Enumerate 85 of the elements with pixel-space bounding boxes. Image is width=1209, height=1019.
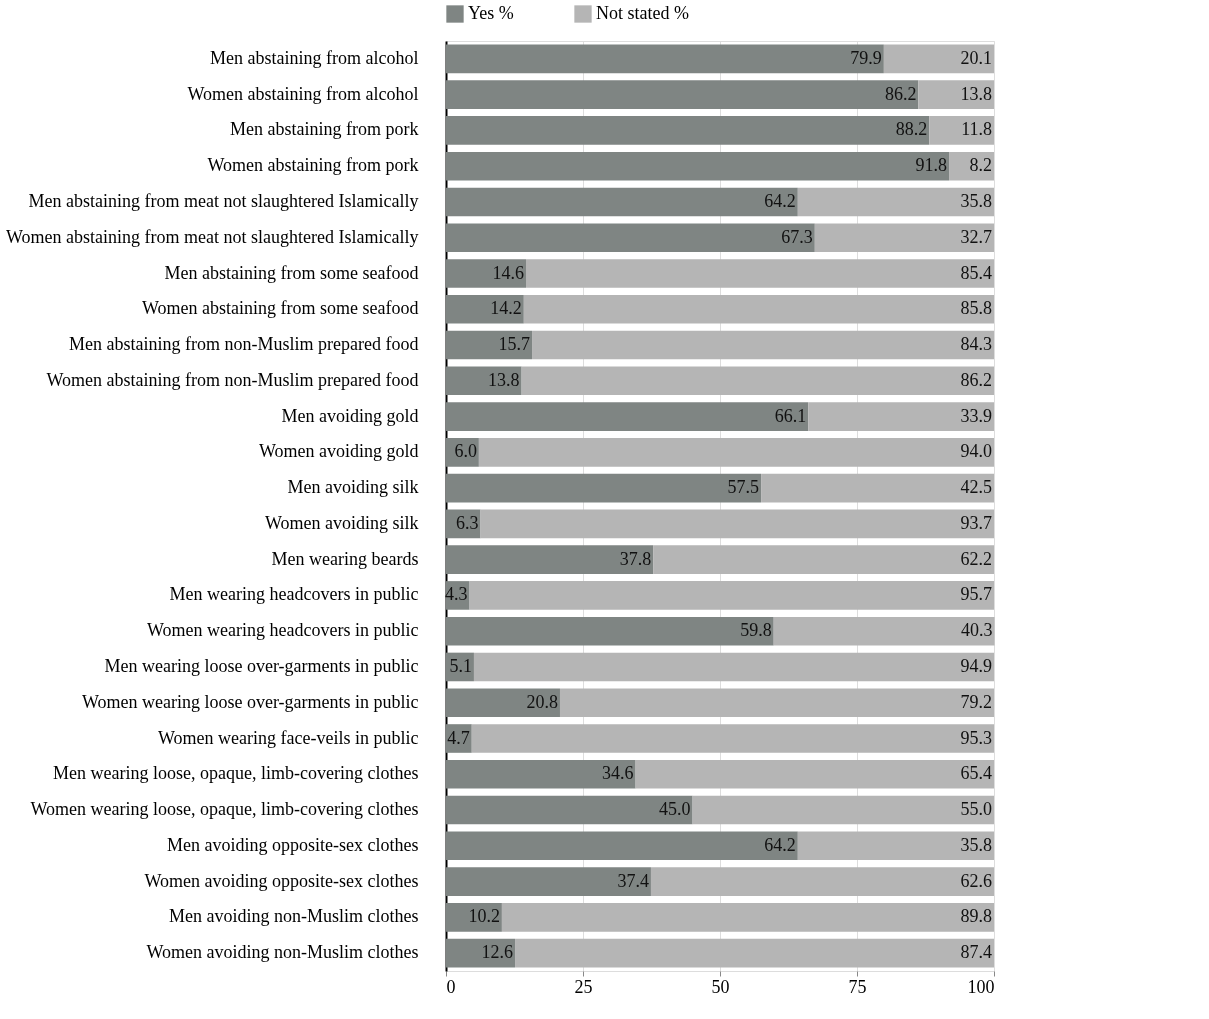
y-tick-label: Men wearing beards — [271, 548, 419, 569]
x-tick-label: 25 — [574, 976, 593, 997]
y-tick-label: Men wearing headcovers in public — [169, 584, 419, 605]
data-label: 6.0 — [454, 441, 477, 462]
data-label: 95.7 — [960, 584, 992, 605]
y-tick-label: Women abstaining from meat not slaughtered Islamically — [6, 226, 419, 247]
y-tick-label: Men wearing loose, opaque, limb-covering clothes — [53, 763, 419, 784]
data-label: 85.8 — [960, 298, 992, 319]
data-label: 12.6 — [481, 942, 514, 963]
data-label: 84.3 — [960, 334, 992, 355]
y-tick-label: Men avoiding gold — [281, 405, 419, 426]
data-label: 64.2 — [764, 190, 796, 211]
data-label: 57.5 — [727, 477, 760, 498]
data-label: 94.9 — [960, 655, 992, 676]
data-label: 15.7 — [498, 334, 531, 355]
y-tick-label: Women avoiding opposite-sex clothes — [144, 870, 419, 891]
y-tick-label: Women abstaining from non-Muslim prepared food — [46, 369, 419, 390]
y-tick-label: Men abstaining from alcohol — [210, 47, 419, 68]
data-label: 6.3 — [456, 512, 479, 533]
data-label: 13.8 — [488, 369, 520, 390]
y-tick-label: Men abstaining from non-Muslim prepared food — [69, 334, 419, 355]
y-tick-label: Women wearing face-veils in public — [158, 727, 419, 748]
data-label: 14.2 — [490, 298, 522, 319]
y-tick-label: Men avoiding non-Muslim clothes — [169, 906, 419, 927]
data-label: 40.3 — [961, 620, 993, 641]
data-label: 87.4 — [960, 942, 992, 963]
data-label: 11.8 — [961, 119, 992, 140]
data-label: 32.7 — [960, 226, 992, 247]
y-tick-label: Women avoiding non-Muslim clothes — [146, 942, 419, 963]
data-label: 34.6 — [602, 763, 634, 784]
data-label: 13.8 — [960, 83, 992, 104]
y-tick-label: Women wearing loose, opaque, limb-covering clothes — [30, 799, 419, 820]
x-tick-label: 75 — [848, 976, 867, 997]
data-label: 42.5 — [960, 477, 992, 498]
data-label: 10.2 — [468, 906, 500, 927]
data-label: 14.6 — [492, 262, 525, 283]
y-tick-label: Women abstaining from pork — [207, 155, 419, 176]
data-label: 8.2 — [969, 155, 992, 176]
legend-label: Yes % — [468, 3, 514, 23]
data-label: 65.4 — [960, 763, 992, 784]
y-tick-label: Women avoiding gold — [258, 441, 419, 462]
data-label: 45.0 — [659, 799, 691, 820]
data-label: 35.8 — [960, 190, 992, 211]
data-label: 88.2 — [895, 119, 928, 140]
data-label: 37.8 — [619, 548, 652, 569]
data-label: 55.0 — [960, 799, 992, 820]
data-label: 85.4 — [960, 262, 992, 283]
data-label: 4.3 — [445, 584, 468, 605]
data-label: 35.8 — [960, 834, 992, 855]
data-label: 79.2 — [960, 691, 992, 712]
y-tick-label: Men avoiding silk — [287, 477, 419, 498]
y-tick-label: Men abstaining from some seafood — [164, 262, 419, 283]
data-label: 33.9 — [960, 405, 992, 426]
y-tick-label: Women abstaining from some seafood — [142, 298, 419, 319]
y-tick-label: Women wearing headcovers in public — [147, 620, 419, 641]
y-tick-label: Men avoiding opposite-sex clothes — [167, 834, 419, 855]
data-label: 86.2 — [960, 369, 992, 390]
data-label: 62.6 — [960, 870, 992, 891]
data-label: 37.4 — [617, 870, 649, 891]
y-tick-label: Women abstaining from alcohol — [187, 83, 419, 104]
x-tick-label: 0 — [446, 976, 456, 997]
data-label: 66.1 — [774, 405, 807, 426]
data-label: 89.8 — [960, 906, 992, 927]
data-label: 62.2 — [960, 548, 992, 569]
data-label: 20.8 — [526, 691, 558, 712]
data-label: 86.2 — [884, 83, 917, 104]
data-label: 20.1 — [960, 47, 992, 68]
x-tick-label: 100 — [967, 976, 995, 997]
data-label: 93.7 — [960, 512, 992, 533]
x-tick-label: 50 — [711, 976, 730, 997]
y-tick-label: Women wearing loose over-garments in public — [81, 691, 419, 712]
data-label: 59.8 — [740, 620, 772, 641]
data-label: 5.1 — [449, 655, 472, 676]
data-label: 95.3 — [960, 727, 992, 748]
y-tick-label: Men abstaining from pork — [230, 119, 419, 140]
y-tick-label: Men wearing loose over-garments in public — [104, 655, 419, 676]
data-label: 4.7 — [447, 727, 470, 748]
data-label: 67.3 — [781, 226, 813, 247]
legend-label: Not stated % — [596, 3, 689, 23]
data-label: 91.8 — [915, 155, 948, 176]
data-label: 79.9 — [850, 47, 882, 68]
y-tick-label: Men abstaining from meat not slaughtered Islamically — [28, 190, 419, 211]
data-label: 94.0 — [960, 441, 992, 462]
data-label: 64.2 — [764, 834, 796, 855]
y-tick-label: Women avoiding silk — [264, 512, 419, 533]
